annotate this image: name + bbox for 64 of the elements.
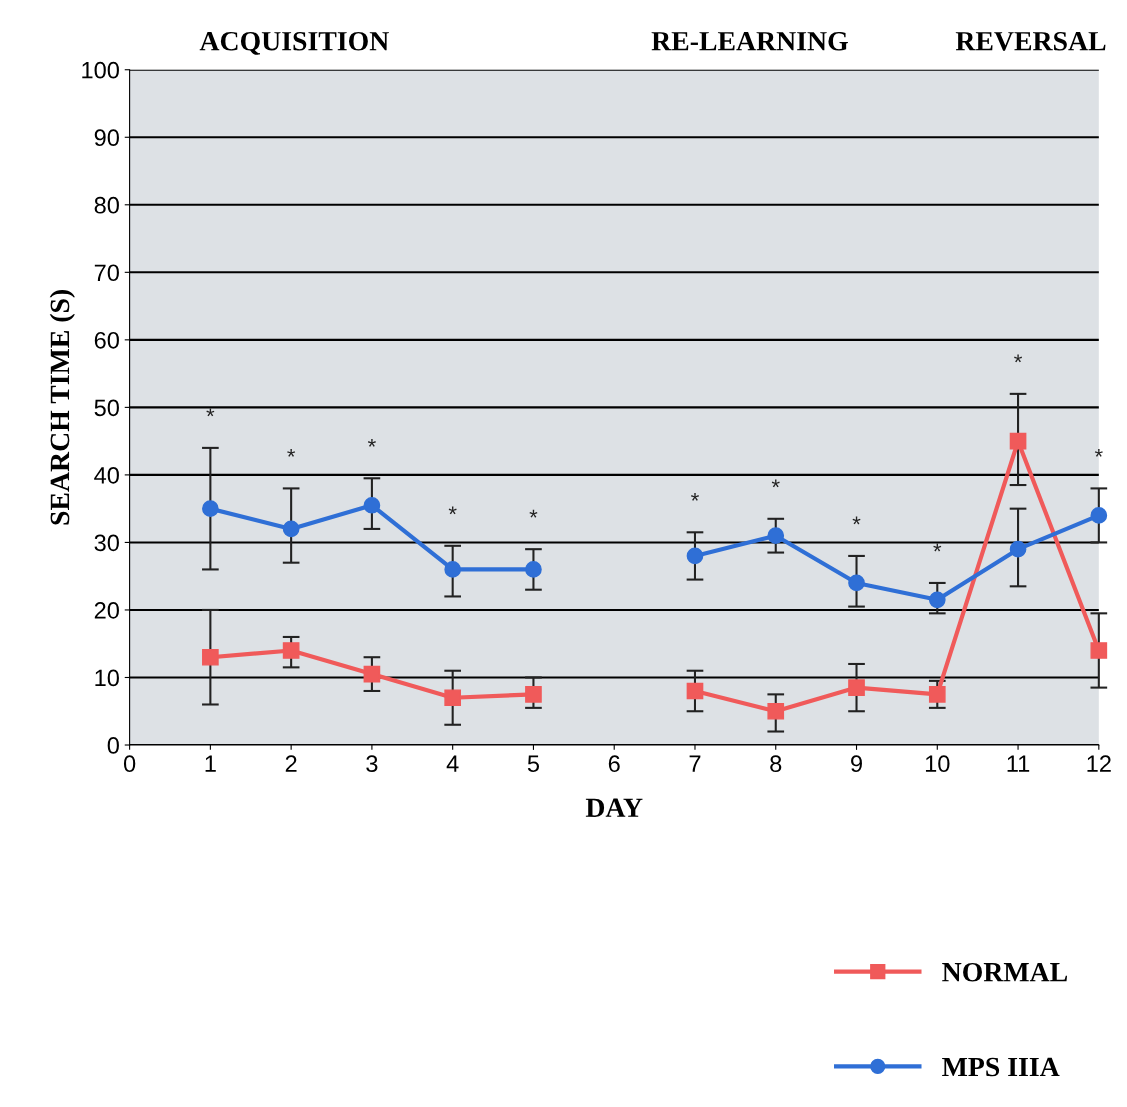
point [1090,642,1108,659]
y-tick-label: 20 [94,602,119,619]
text: ACQUISITION [199,31,389,55]
x-tick-label: 2 [285,755,297,772]
annotation: * [367,438,376,447]
text: REVERSAL [955,31,1106,51]
x-tick-label: 6 [608,755,620,773]
point [363,665,381,683]
y-tick-label: 90 [94,129,119,147]
y-tick-label: 60 [94,331,119,349]
annotation: * [852,516,861,525]
x-tick-label: 4 [446,755,459,772]
annotation: * [1094,449,1103,457]
x-tick-label: 10 [925,755,950,773]
annotation: * [448,506,457,515]
annotation: * [933,543,942,552]
point [525,686,542,703]
y-axis-title: SEARCH TIME (S) [49,290,75,525]
y-tick-label: 30 [94,534,119,552]
point [848,574,865,592]
point [202,648,219,666]
x-tick-label: 12 [1087,755,1111,772]
x-tick-label: 7 [689,755,701,772]
point [1009,540,1027,558]
x-tick-label: 0 [123,755,136,773]
point [928,591,946,609]
y-tick-label: 0 [107,737,119,754]
point [928,686,946,703]
legend-label: NORMAL [942,962,1068,982]
point [767,527,785,545]
point [1090,507,1108,524]
point [282,520,300,538]
point [686,682,704,700]
x-tick-label: 1 [205,755,216,772]
x-tick-label: 3 [366,755,378,773]
x-tick-label: 9 [851,755,862,773]
y-tick-label: 40 [94,466,119,484]
point [444,561,462,578]
point [767,702,785,720]
x-tick-label: 11 [1007,755,1030,772]
annotation: * [287,449,296,457]
annotation: * [691,492,699,501]
point [363,496,381,514]
y-tick-label: 70 [94,264,119,282]
y-tick-label: 10 [95,669,119,687]
annotation: * [206,408,215,417]
point [282,642,300,659]
point [202,500,219,518]
point [848,679,865,696]
legend-label: MPS IIIA [942,1057,1060,1077]
point [1009,432,1027,450]
x-axis-title: DAY [585,798,643,817]
point [444,689,462,707]
y-tick-label: 80 [94,196,119,214]
annotation: * [1014,354,1023,363]
point [686,547,704,565]
annotation: * [771,479,780,488]
x-tick-label: 8 [770,755,782,773]
text: RE-LEARNING [651,31,848,51]
y-tick-label: 100 [82,61,119,79]
y-tick-label: 50 [94,399,119,417]
annotation: * [529,509,538,518]
point [525,561,542,578]
x-tick-label: 5 [527,755,540,773]
